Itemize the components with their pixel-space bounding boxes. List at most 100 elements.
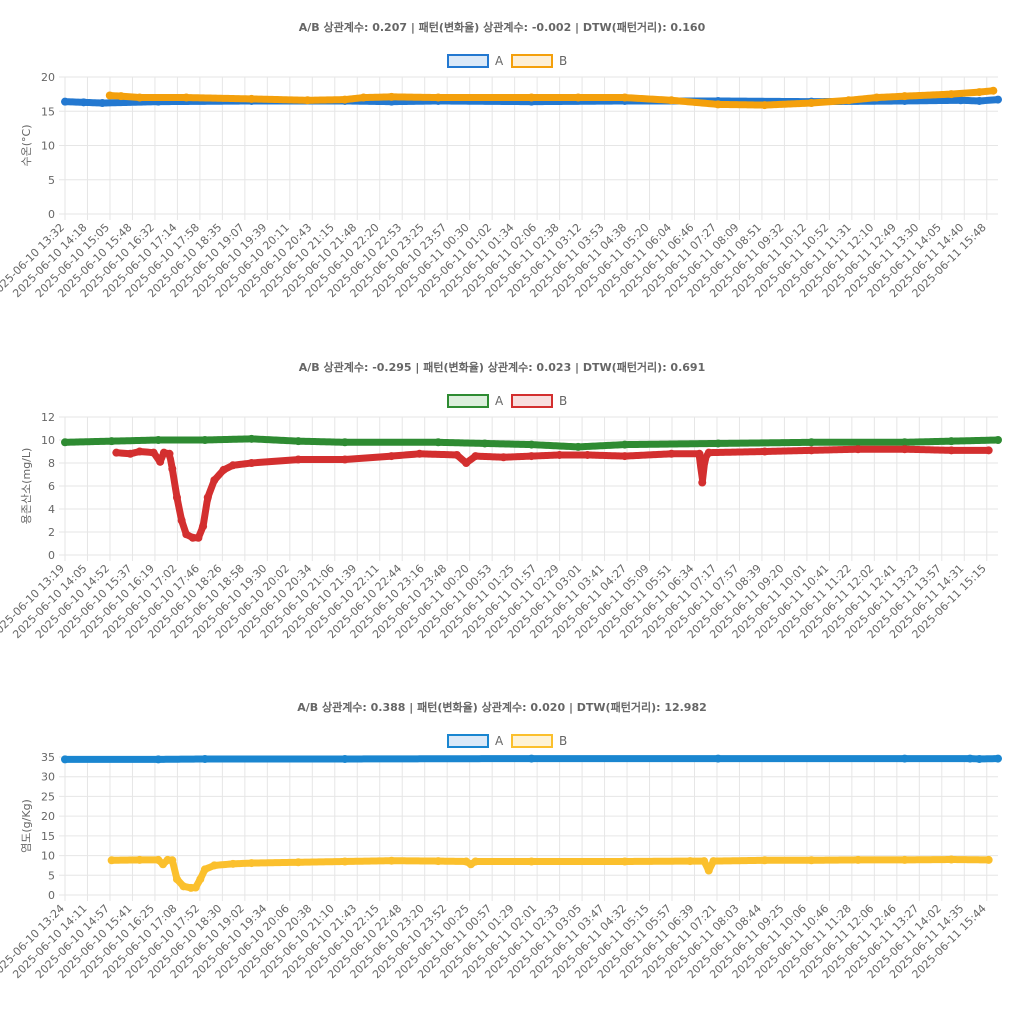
legend-item-b[interactable]: B	[511, 54, 567, 68]
data-point[interactable]	[79, 98, 88, 107]
data-point[interactable]	[695, 449, 704, 458]
data-point[interactable]	[900, 754, 909, 763]
data-point[interactable]	[387, 856, 396, 865]
data-point[interactable]	[989, 86, 998, 95]
data-point[interactable]	[228, 859, 237, 868]
data-point[interactable]	[168, 464, 177, 473]
data-point[interactable]	[574, 93, 583, 102]
data-point[interactable]	[686, 857, 695, 866]
data-point[interactable]	[107, 437, 116, 446]
data-point[interactable]	[210, 476, 219, 485]
data-point[interactable]	[194, 533, 203, 542]
data-point[interactable]	[340, 95, 349, 104]
data-point[interactable]	[165, 449, 174, 458]
data-point[interactable]	[156, 457, 165, 466]
data-point[interactable]	[704, 866, 713, 875]
data-point[interactable]	[135, 855, 144, 864]
data-point[interactable]	[984, 855, 993, 864]
data-point[interactable]	[452, 450, 461, 459]
data-point[interactable]	[340, 754, 349, 763]
data-point[interactable]	[807, 446, 816, 455]
data-point[interactable]	[620, 440, 629, 449]
data-point[interactable]	[947, 437, 956, 446]
data-point[interactable]	[434, 93, 443, 102]
data-point[interactable]	[527, 440, 536, 449]
data-point[interactable]	[168, 856, 177, 865]
data-point[interactable]	[574, 442, 583, 451]
data-point[interactable]	[135, 447, 144, 456]
data-point[interactable]	[154, 436, 163, 444]
legend-item-b[interactable]: B	[511, 394, 567, 408]
data-point[interactable]	[340, 438, 349, 447]
data-point[interactable]	[196, 875, 205, 884]
data-point[interactable]	[98, 99, 107, 108]
data-point[interactable]	[126, 449, 135, 458]
data-point[interactable]	[200, 436, 209, 444]
data-point[interactable]	[947, 446, 956, 455]
data-point[interactable]	[667, 96, 676, 105]
data-point[interactable]	[480, 439, 489, 448]
data-point[interactable]	[247, 434, 256, 443]
data-point[interactable]	[620, 452, 629, 461]
data-point[interactable]	[203, 493, 212, 502]
data-point[interactable]	[200, 754, 209, 763]
data-point[interactable]	[760, 101, 769, 110]
data-point[interactable]	[154, 755, 163, 764]
data-point[interactable]	[947, 90, 956, 99]
data-point[interactable]	[210, 861, 219, 870]
data-point[interactable]	[471, 857, 480, 866]
data-point[interactable]	[172, 875, 181, 884]
data-point[interactable]	[434, 438, 443, 447]
data-point[interactable]	[182, 530, 191, 539]
data-point[interactable]	[975, 96, 984, 105]
data-point[interactable]	[462, 459, 471, 467]
data-point[interactable]	[583, 450, 592, 459]
data-point[interactable]	[975, 88, 984, 97]
data-point[interactable]	[387, 92, 396, 101]
data-point[interactable]	[179, 882, 188, 891]
data-point[interactable]	[149, 448, 158, 457]
data-point[interactable]	[359, 93, 368, 102]
data-point[interactable]	[527, 857, 536, 866]
data-point[interactable]	[714, 439, 723, 448]
data-point[interactable]	[984, 446, 993, 455]
data-point[interactable]	[340, 455, 349, 464]
data-point[interactable]	[807, 438, 816, 447]
data-point[interactable]	[994, 95, 1002, 104]
data-point[interactable]	[200, 865, 209, 874]
data-point[interactable]	[844, 96, 853, 105]
data-point[interactable]	[900, 438, 909, 447]
data-point[interactable]	[975, 754, 984, 763]
data-point[interactable]	[698, 478, 707, 487]
data-point[interactable]	[527, 754, 536, 763]
data-point[interactable]	[667, 449, 676, 458]
data-point[interactable]	[854, 445, 863, 454]
legend-item-a[interactable]: A	[447, 734, 504, 748]
data-point[interactable]	[247, 859, 256, 868]
data-point[interactable]	[527, 93, 536, 102]
data-point[interactable]	[499, 453, 508, 462]
data-point[interactable]	[247, 459, 256, 467]
data-point[interactable]	[807, 99, 816, 108]
data-point[interactable]	[704, 448, 713, 457]
data-point[interactable]	[172, 493, 181, 502]
data-point[interactable]	[956, 96, 965, 105]
data-point[interactable]	[61, 755, 69, 764]
data-point[interactable]	[61, 97, 69, 106]
data-point[interactable]	[760, 856, 769, 865]
data-point[interactable]	[294, 858, 303, 867]
data-point[interactable]	[177, 516, 186, 525]
data-point[interactable]	[107, 856, 116, 865]
data-point[interactable]	[900, 445, 909, 454]
data-point[interactable]	[854, 855, 863, 864]
legend-item-b[interactable]: B	[511, 734, 567, 748]
data-point[interactable]	[116, 92, 125, 101]
data-point[interactable]	[61, 438, 69, 447]
data-point[interactable]	[415, 449, 424, 458]
data-point[interactable]	[188, 533, 197, 542]
data-point[interactable]	[434, 857, 443, 866]
data-point[interactable]	[701, 454, 710, 463]
data-point[interactable]	[709, 857, 718, 866]
data-point[interactable]	[900, 92, 909, 101]
data-point[interactable]	[182, 93, 191, 102]
